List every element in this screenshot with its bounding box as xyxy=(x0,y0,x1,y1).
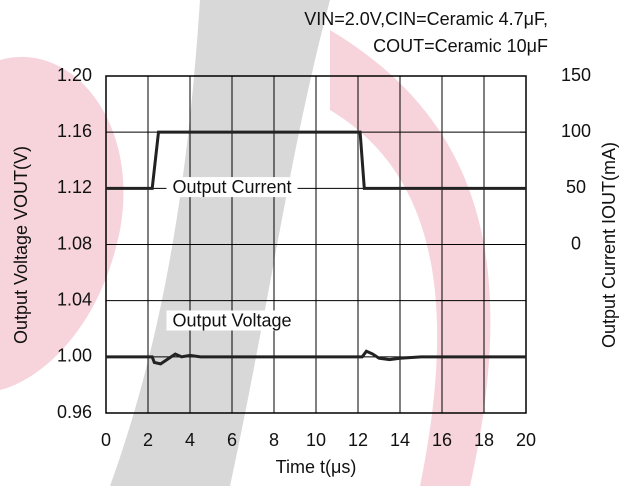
x-tick-label: 14 xyxy=(390,430,410,450)
x-tick-label: 8 xyxy=(269,430,279,450)
y-tick-label: 1.08 xyxy=(57,233,92,253)
y2-tick-label: 0 xyxy=(571,233,581,253)
x-tick-label: 12 xyxy=(348,430,368,450)
annotation: Output Voltage xyxy=(172,310,291,330)
y-tick-label: 1.00 xyxy=(57,346,92,366)
series-line xyxy=(106,130,526,190)
watermark xyxy=(330,30,491,486)
x-tick-label: 16 xyxy=(432,430,452,450)
annotation-background xyxy=(166,177,298,198)
y-axis-label: Output Voltage VOUT(V) xyxy=(11,146,31,344)
x-tick-label: 2 xyxy=(143,430,153,450)
x-tick-label: 6 xyxy=(227,430,237,450)
y2-axis-label: Output Current IOUT(mA) xyxy=(599,142,619,348)
y2-tick-label: 100 xyxy=(561,121,591,141)
watermark xyxy=(0,56,124,390)
title-line: VIN=2.0V,CIN=Ceramic 4.7μF, xyxy=(304,9,548,29)
y2-tick-label: 150 xyxy=(561,65,591,85)
x-tick-label: 4 xyxy=(185,430,195,450)
watermark xyxy=(110,0,330,486)
series-line xyxy=(106,349,526,366)
x-tick-label: 10 xyxy=(306,430,326,450)
x-tick-label: 18 xyxy=(474,430,494,450)
annotation-background xyxy=(166,310,298,331)
x-axis-label: Time t(μs) xyxy=(276,457,357,477)
x-tick-label: 0 xyxy=(101,430,111,450)
x-tick-label: 20 xyxy=(516,430,536,450)
y-tick-label: 1.04 xyxy=(57,289,92,309)
annotation: Output Current xyxy=(172,177,291,197)
plot-frame xyxy=(105,75,527,414)
y-tick-label: 1.20 xyxy=(57,65,92,85)
title: VIN=2.0V,CIN=Ceramic 4.7μF, COUT=Ceramic… xyxy=(304,9,548,56)
title-line: COUT=Ceramic 10μF xyxy=(373,36,548,56)
y2-tick-label: 50 xyxy=(566,177,586,197)
y-tick-label: 1.12 xyxy=(57,177,92,197)
y-tick-label: 0.96 xyxy=(57,402,92,422)
y-tick-label: 1.16 xyxy=(57,121,92,141)
